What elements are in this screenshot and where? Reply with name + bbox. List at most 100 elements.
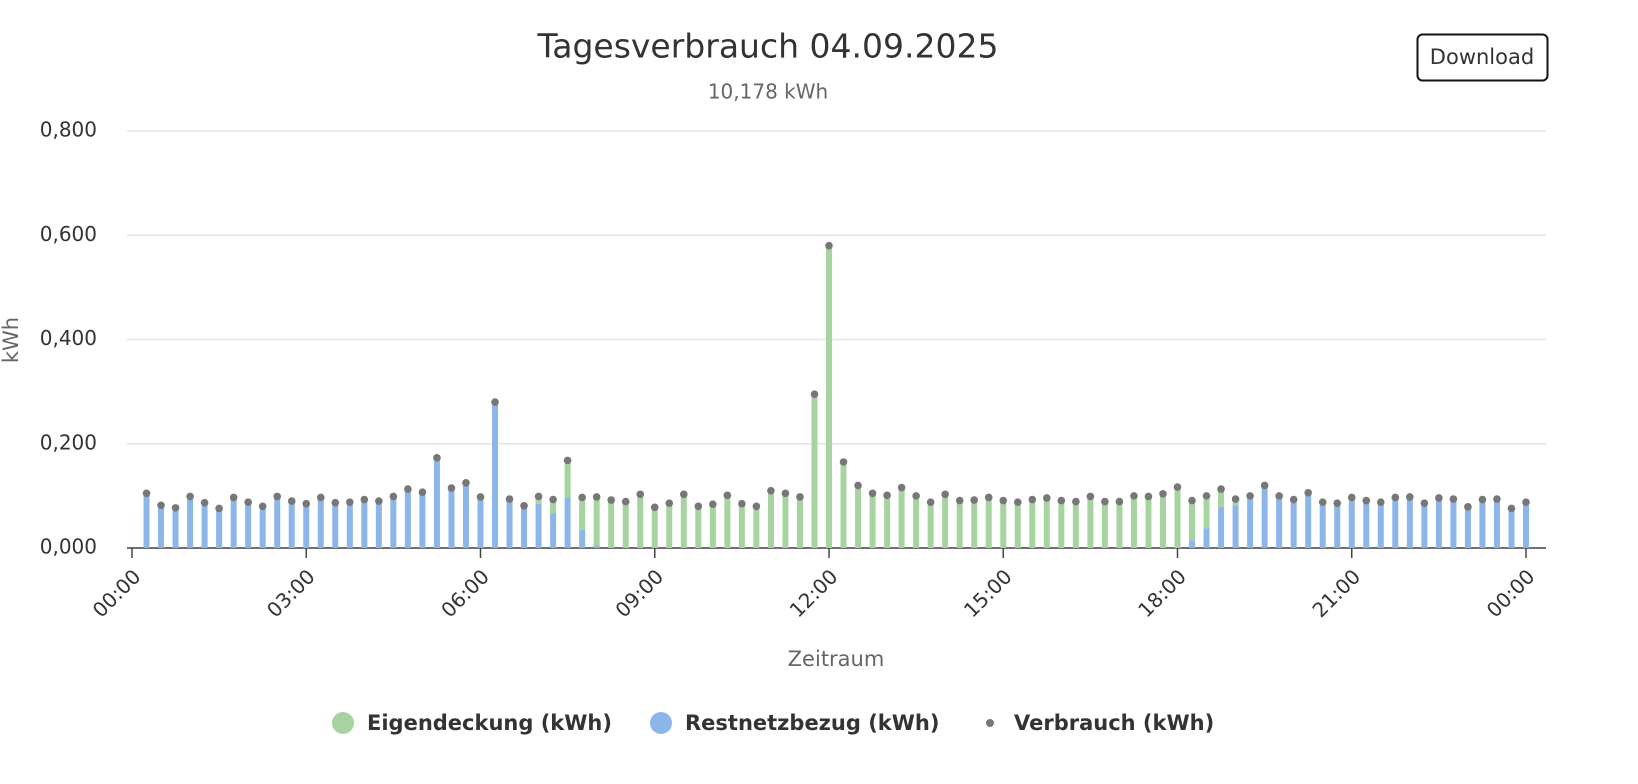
bar: [346, 502, 353, 548]
point: [476, 493, 485, 501]
point: [738, 499, 746, 508]
point: [462, 479, 470, 487]
point: [1260, 481, 1269, 490]
bar: [535, 503, 542, 548]
legend-marker: [332, 712, 354, 734]
legend-marker: [650, 712, 672, 734]
point: [1144, 492, 1153, 501]
y-tick-label: 0,800: [40, 118, 97, 142]
bar: [317, 497, 324, 548]
point: [505, 495, 514, 503]
point: [636, 490, 645, 499]
bar: [1203, 528, 1210, 548]
point: [331, 498, 340, 507]
x-tick-label: 15:00: [959, 564, 1017, 622]
bar: [593, 496, 600, 546]
bar: [753, 506, 760, 548]
bar: [375, 501, 382, 548]
bar: [1189, 540, 1196, 548]
point: [447, 484, 456, 492]
download-button[interactable]: [1416, 33, 1549, 82]
point: [839, 458, 848, 466]
point: [1289, 495, 1298, 504]
bar: [637, 494, 644, 548]
bar: [1319, 502, 1326, 548]
point: [1013, 498, 1022, 506]
bar: [709, 504, 716, 548]
point: [607, 496, 615, 504]
bar: [1363, 500, 1370, 548]
point: [1043, 494, 1051, 502]
bar: [884, 495, 891, 548]
point: [1304, 488, 1312, 497]
point: [215, 504, 223, 513]
point: [694, 502, 703, 511]
bar: [332, 502, 339, 548]
point: [723, 491, 732, 500]
bar: [680, 494, 687, 548]
bar: [1159, 493, 1166, 548]
point: [883, 491, 891, 500]
bar: [550, 513, 557, 548]
bar: [840, 461, 847, 548]
point: [1449, 495, 1458, 503]
bar: [245, 502, 252, 548]
point: [1086, 492, 1095, 501]
bar: [1392, 497, 1399, 548]
point: [1072, 497, 1080, 506]
point: [897, 483, 906, 492]
bar: [724, 495, 731, 548]
bar: [1101, 501, 1108, 548]
point: [1028, 495, 1037, 504]
bar: [796, 496, 803, 548]
bar: [1087, 496, 1094, 548]
bar: [1029, 499, 1036, 548]
bar: [288, 501, 295, 548]
bar: [521, 505, 528, 548]
bar: [1348, 497, 1355, 548]
download-label[interactable]: Download: [1430, 45, 1534, 69]
bar: [855, 485, 862, 548]
bar: [1464, 506, 1471, 548]
point: [1420, 499, 1429, 507]
point: [1202, 492, 1211, 500]
bar: [172, 507, 179, 548]
point: [389, 492, 398, 501]
bar: [985, 497, 992, 548]
legend-marker: [986, 719, 994, 727]
point: [578, 493, 586, 502]
point: [868, 489, 877, 498]
bar: [1450, 499, 1457, 548]
bar: [1058, 500, 1065, 548]
bar: [1218, 489, 1225, 507]
point: [679, 490, 688, 499]
bar: [1218, 506, 1225, 548]
point: [375, 497, 383, 505]
point: [984, 493, 993, 502]
point: [825, 241, 833, 250]
point: [665, 499, 674, 507]
y-tick-label: 0,600: [40, 222, 97, 246]
y-tick-label: 0,000: [40, 535, 97, 559]
point: [1130, 492, 1138, 500]
bar: [303, 503, 310, 548]
point: [1391, 493, 1400, 502]
bar: [448, 488, 455, 548]
point: [142, 489, 151, 498]
point: [287, 497, 296, 505]
point: [796, 493, 804, 501]
bar: [1406, 496, 1413, 548]
bar: [1000, 500, 1007, 548]
point: [171, 504, 180, 512]
point: [810, 390, 819, 399]
bar: [811, 394, 818, 548]
point: [433, 454, 441, 462]
chart-subtitle: 10,178 kWh: [708, 80, 828, 104]
x-axis-label: Zeitraum: [788, 647, 885, 671]
bar: [506, 499, 513, 548]
point: [955, 496, 964, 505]
bar: [956, 500, 963, 548]
bar: [826, 245, 832, 549]
bar: [564, 460, 571, 498]
